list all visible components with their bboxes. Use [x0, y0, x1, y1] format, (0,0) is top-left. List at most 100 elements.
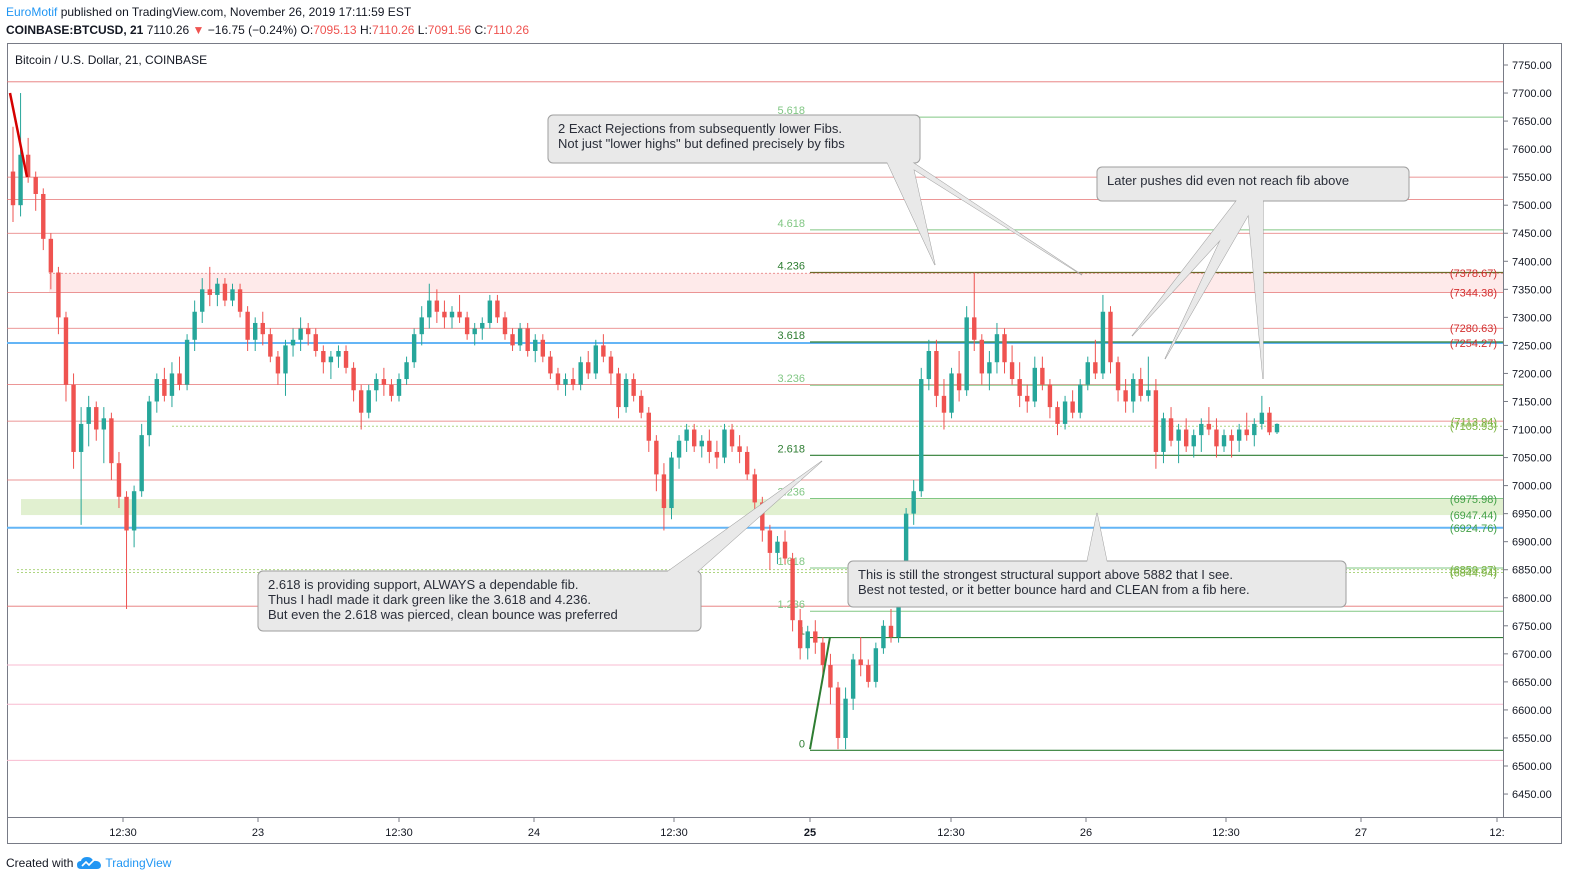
candle-body [1214, 429, 1219, 447]
candle-body [1221, 435, 1227, 447]
candle-body [1123, 390, 1128, 402]
fib-level-label: 0 [799, 738, 805, 750]
candle-body [442, 311, 447, 318]
candle-body [661, 474, 667, 509]
chart-area[interactable]: 5.6184.6184.2363.6183.2362.6182.2361.618… [7, 43, 1562, 844]
candle-body [139, 435, 144, 492]
candle-body [290, 339, 296, 346]
last-price: 7110.26 [146, 23, 190, 37]
fib-anchor-line [809, 636, 831, 750]
candle-body [419, 317, 424, 335]
callout-box [547, 114, 921, 164]
candle-body [1002, 334, 1007, 363]
candle-body [563, 379, 568, 385]
candle-body [237, 289, 243, 312]
y-tick-label: 6900.00 [1512, 537, 1552, 549]
candle-body [33, 177, 38, 194]
y-tick-label: 6450.00 [1512, 789, 1552, 801]
y-tick-label: 6500.00 [1512, 761, 1552, 773]
candle-body [1146, 390, 1151, 396]
chart-title: Bitcoin / U.S. Dollar, 21, COINBASE [15, 53, 207, 67]
callout-pushes[interactable]: Later pushes did even not reach fib abov… [1096, 166, 1410, 380]
candle-body [1115, 362, 1121, 391]
candle-body [782, 541, 788, 559]
candle-body [1267, 412, 1272, 433]
x-tick-label: 12:30 [660, 827, 688, 839]
candle-body [1032, 367, 1037, 402]
candle-body [336, 351, 341, 357]
candle-body [1093, 362, 1098, 374]
published-text: published on TradingView.com, November 2… [60, 5, 412, 19]
price-level-label: (7113.94) [1451, 417, 1497, 429]
callout-rejections[interactable]: 2 Exact Rejections from subsequently low… [547, 114, 1083, 276]
price-change: −16.75 (−0.24%) [207, 23, 298, 37]
fib-level-label: 5.618 [777, 105, 805, 117]
red-trend-line [8, 92, 29, 178]
candle-body [374, 379, 379, 391]
candle-body [1176, 429, 1181, 441]
y-tick-label: 7350.00 [1512, 284, 1552, 296]
candle-body [200, 289, 205, 312]
callout-support[interactable]: 2.618 is providing support, ALWAYS a dep… [257, 460, 823, 632]
candle-body [949, 373, 954, 413]
callout-text: Not just "lower highs" but defined preci… [558, 136, 845, 151]
candle-body [41, 193, 46, 239]
candle-body [1070, 401, 1075, 413]
candle-body [321, 351, 326, 363]
candle-body [767, 530, 773, 553]
candle-body [305, 328, 311, 335]
candle-body [260, 322, 265, 335]
candle-body [449, 311, 455, 318]
open-label: O: [300, 23, 314, 37]
callout-pointer-mask [1247, 200, 1263, 379]
candle-body [510, 334, 515, 346]
candle-body [313, 334, 318, 352]
candle-body [245, 311, 250, 340]
candle-body [631, 379, 636, 396]
candle-body [1206, 423, 1212, 430]
price-level-label: (7344.38) [1450, 287, 1497, 299]
candle-body [1040, 367, 1045, 385]
candle-body [903, 513, 909, 576]
candle-body [1062, 401, 1068, 424]
candle-body [222, 283, 228, 301]
y-tick-label: 7500.00 [1512, 200, 1552, 212]
candle-body [646, 412, 651, 441]
candle-body [184, 339, 190, 385]
chart-svg[interactable]: 5.6184.6184.2363.6183.2362.6182.2361.618… [7, 43, 1562, 844]
candle-body [1055, 407, 1060, 424]
candle-body [684, 429, 689, 441]
candle-body [843, 698, 848, 738]
candle-body [169, 373, 175, 396]
callout-pointer-mask [1165, 200, 1257, 359]
candle-body [790, 558, 795, 621]
fib-level-label: 3.236 [777, 373, 805, 385]
candle-body [858, 659, 863, 666]
candle-body [911, 491, 916, 514]
x-tick-label: 12:30 [1212, 827, 1240, 839]
candle-body [972, 317, 977, 340]
low-label: L: [417, 23, 428, 37]
candle-body [1017, 379, 1022, 396]
candle-body [919, 379, 924, 492]
y-tick-label: 7100.00 [1512, 425, 1552, 437]
down-arrow-icon: ▼ [192, 23, 205, 37]
candle-body [805, 631, 810, 649]
y-tick-label: 7400.00 [1512, 256, 1552, 268]
candle-body [1183, 429, 1189, 447]
candle-body [1108, 311, 1113, 363]
y-tick-label: 7700.00 [1512, 88, 1552, 100]
price-level-label: (6850.27) [1450, 565, 1497, 577]
candle-body [101, 418, 107, 430]
candle-body [396, 379, 402, 396]
price-level-label: (7105.93) [1450, 421, 1497, 433]
candle-body [18, 154, 23, 206]
candle-body [1161, 418, 1166, 452]
tradingview-brand[interactable]: TradingView [105, 856, 172, 870]
fib-level-label: 4.618 [777, 218, 805, 230]
callout-structural[interactable]: This is still the strongest structural s… [847, 512, 1347, 608]
candle-body [881, 625, 886, 649]
candle-body [729, 429, 735, 447]
publisher-name[interactable]: EuroMotif [6, 5, 58, 19]
candle-body [162, 379, 167, 396]
